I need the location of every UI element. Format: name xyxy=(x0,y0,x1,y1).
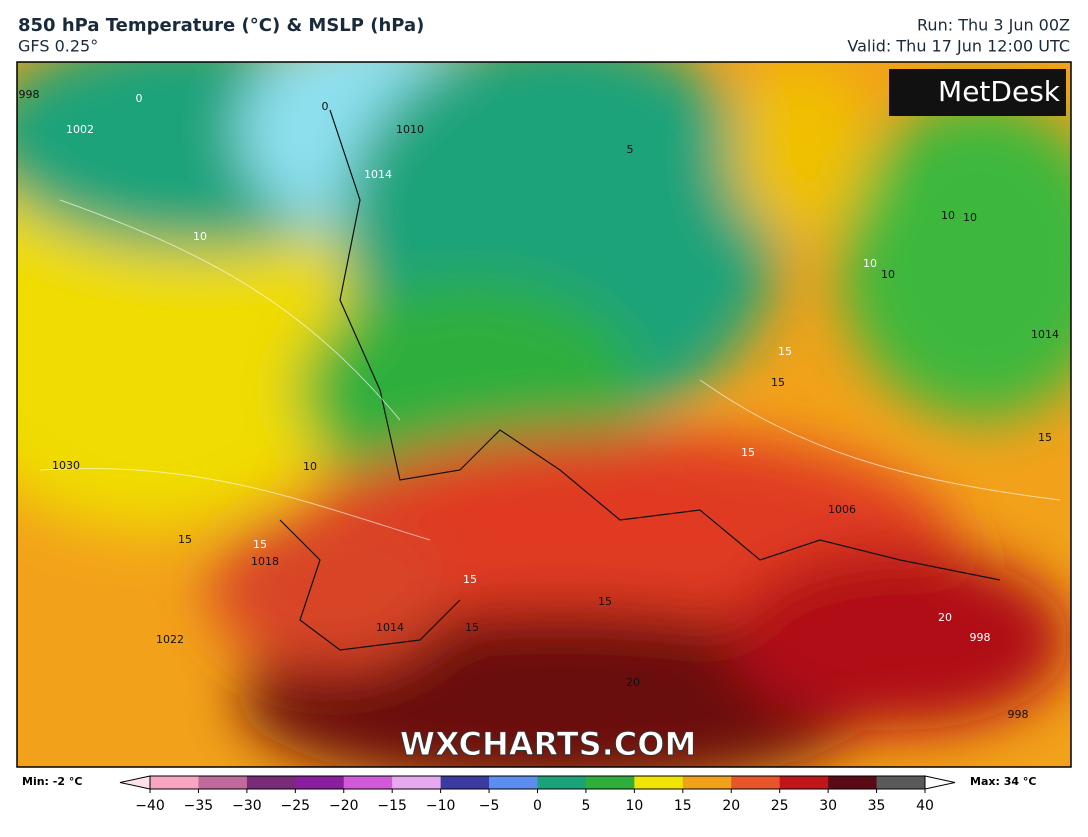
contour-label: 1006 xyxy=(828,503,856,516)
contour-label: 998 xyxy=(19,88,40,101)
max-label: Max: 34 °C xyxy=(970,775,1036,788)
contour-label: 20 xyxy=(626,676,640,689)
colorbar-tick-label: 5 xyxy=(581,798,590,814)
contour-label: 10 xyxy=(303,460,317,473)
colorbar-swatch xyxy=(779,776,829,789)
colorbar-swatch xyxy=(537,776,587,789)
logo: MetDesk xyxy=(938,75,1061,108)
contour-label: 15 xyxy=(465,621,479,634)
colorbar-swatch xyxy=(489,776,538,789)
colorbar-tick-label: 35 xyxy=(868,798,886,814)
colorbar-tick-label: −30 xyxy=(232,798,262,814)
contour-label: 15 xyxy=(598,595,612,608)
contour-label: 0 xyxy=(136,92,143,105)
map-frame xyxy=(16,61,1072,768)
colorbar-tick-label: 40 xyxy=(916,798,934,814)
colorbar-swatch xyxy=(246,776,296,789)
contour-label: 15 xyxy=(253,538,267,551)
contour-label: 1030 xyxy=(52,459,80,472)
contour-label: 1002 xyxy=(66,123,94,136)
colorbar-tick-label: −35 xyxy=(184,798,214,814)
contour-label: 1010 xyxy=(396,123,424,136)
colorbar-swatch xyxy=(150,776,199,789)
colorbar-tick-label: −20 xyxy=(329,798,359,814)
colorbar-swatch xyxy=(198,776,248,789)
colorbar-tick-label: 30 xyxy=(819,798,837,814)
contour-label: 10 xyxy=(941,209,955,222)
contour-label: 15 xyxy=(463,573,477,586)
colorbar-tick-label: −15 xyxy=(377,798,407,814)
colorbar-tick-label: 25 xyxy=(771,798,789,814)
contour-label: 1014 xyxy=(376,621,404,634)
contour-label: 10 xyxy=(963,211,977,224)
contour-label: 15 xyxy=(741,446,755,459)
colorbar-swatch xyxy=(876,776,926,789)
colorbar-swatch xyxy=(682,776,732,789)
contour-label: 15 xyxy=(771,376,785,389)
colorbar-swatch xyxy=(440,776,490,789)
contour-label: 15 xyxy=(178,533,192,546)
colorbar-swatch xyxy=(585,776,635,789)
colorbar-tick-label: −5 xyxy=(479,798,500,814)
colorbar-tick-label: 10 xyxy=(625,798,643,814)
contour-label: 15 xyxy=(778,345,792,358)
contour-label: 998 xyxy=(970,631,991,644)
contour-label: 20 xyxy=(938,611,952,624)
contour-label: 15 xyxy=(1038,431,1052,444)
contour-label: 1014 xyxy=(1031,328,1059,341)
contour-label: 1022 xyxy=(156,633,184,646)
contour-label: 10 xyxy=(881,268,895,281)
contour-label: 998 xyxy=(1008,708,1029,721)
colorbar-swatch xyxy=(392,776,442,789)
run: Run: Thu 3 Jun 00Z xyxy=(917,16,1070,35)
colorbar-swatch xyxy=(634,776,684,789)
colorbar-tick-label: 15 xyxy=(674,798,692,814)
title: 850 hPa Temperature (°C) & MSLP (hPa) xyxy=(18,15,424,36)
contour-label: 0 xyxy=(322,100,329,113)
colorbar-tick-label: −40 xyxy=(135,798,165,814)
valid: Valid: Thu 17 Jun 12:00 UTC xyxy=(847,37,1070,56)
colorbar-arrow-right xyxy=(924,775,956,790)
colorbar-swatch xyxy=(731,776,781,789)
min-label: Min: -2 °C xyxy=(22,775,82,788)
colorbar-swatch xyxy=(295,776,345,789)
model: GFS 0.25° xyxy=(18,37,98,56)
contour-label: 10 xyxy=(193,230,207,243)
colorbar-tick-label: −25 xyxy=(281,798,311,814)
colorbar-swatch xyxy=(828,776,878,789)
contour-label: 1014 xyxy=(364,168,392,181)
colorbar-tick-label: 0 xyxy=(533,798,542,814)
contour-label: 10 xyxy=(863,257,877,270)
colorbar-tick-label: 20 xyxy=(722,798,740,814)
watermark: WXCHARTS.COM xyxy=(400,725,697,763)
contour-label: 1018 xyxy=(251,555,279,568)
colorbar-arrow-left xyxy=(119,775,151,790)
colorbar-swatch xyxy=(343,776,393,789)
colorbar-tick-label: −10 xyxy=(426,798,456,814)
contour-label: 5 xyxy=(627,143,634,156)
